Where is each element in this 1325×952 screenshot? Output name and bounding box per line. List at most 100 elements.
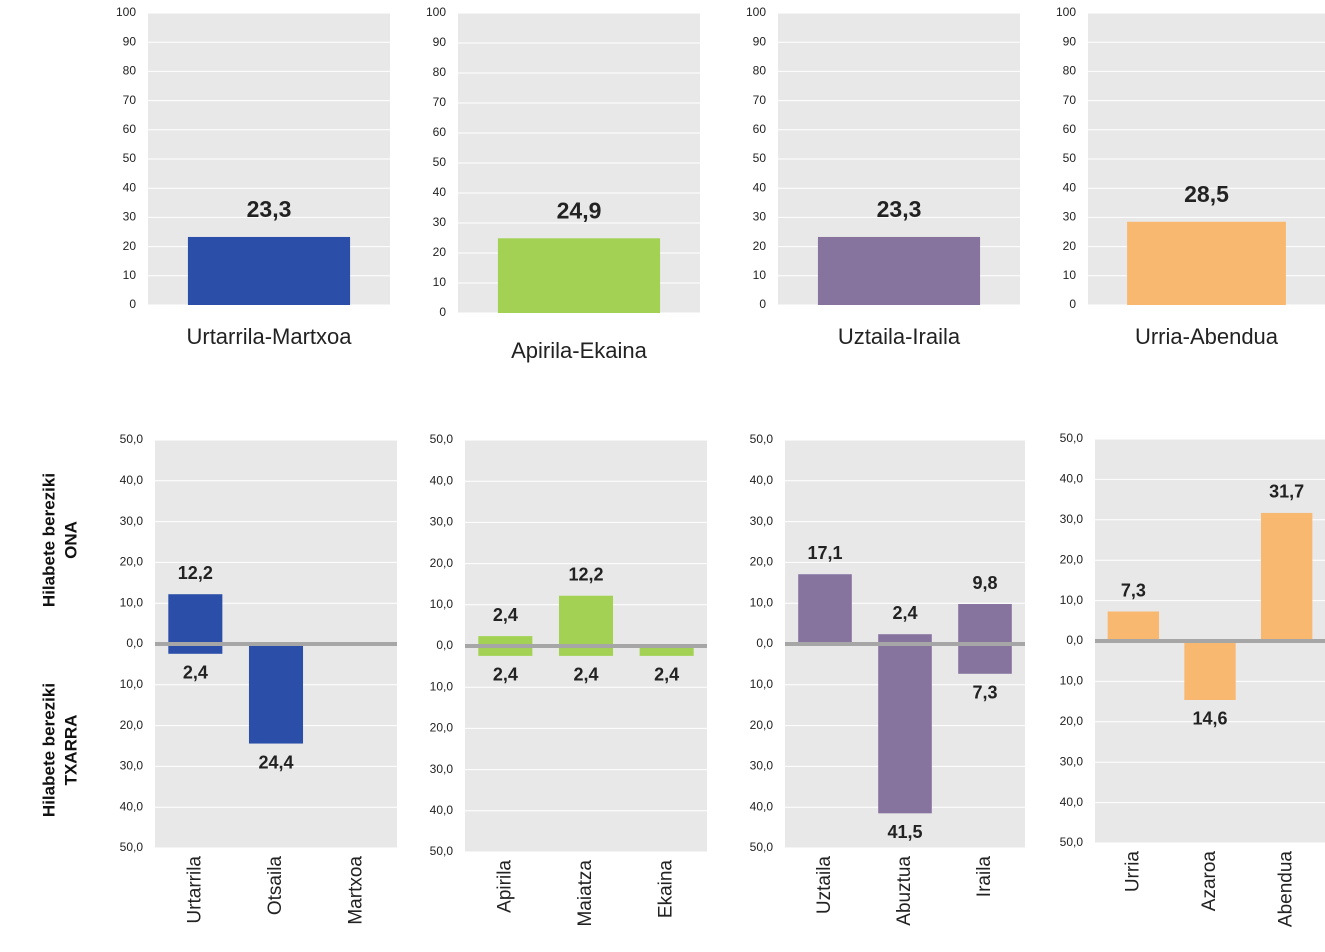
bar: [878, 634, 932, 644]
value-label: 23,3: [247, 196, 292, 222]
bar: [958, 644, 1012, 674]
y-tick-label: 30,0: [750, 759, 774, 773]
y-tick-label: 100: [746, 5, 766, 19]
y-tick-label: 70: [123, 93, 137, 107]
y-tick-label: 50: [1063, 151, 1077, 165]
value-label: 24,4: [258, 752, 293, 772]
y-tick-label: 10: [753, 268, 767, 282]
y-tick-label: 10: [123, 268, 137, 282]
bar: [187, 236, 351, 305]
y-tick-label: 20: [753, 239, 767, 253]
y-tick-label: 100: [1056, 5, 1076, 19]
y-tick-label: 70: [753, 93, 767, 107]
bar: [817, 236, 981, 305]
y-tick-label: 40: [433, 185, 447, 199]
x-tick-label: Martxoa: [346, 856, 367, 925]
y-tick-label: 20: [433, 245, 447, 259]
y-tick-label: 20,0: [750, 555, 774, 569]
bar: [798, 574, 852, 644]
side-label: Hilabete bereziki: [39, 683, 58, 817]
y-tick-label: 40,0: [1060, 472, 1084, 486]
y-tick-label: 30,0: [430, 515, 454, 529]
y-tick-label: 30,0: [1060, 754, 1084, 768]
y-tick-label: 40: [753, 180, 767, 194]
x-tick-label: Otsaila: [265, 856, 286, 916]
bar: [958, 604, 1012, 644]
y-tick-label: 50: [753, 151, 767, 165]
y-tick-label: 50: [123, 151, 137, 165]
value-label: 12,2: [568, 564, 603, 584]
bar: [168, 594, 223, 644]
y-tick-label: 60: [123, 122, 137, 136]
bar: [558, 595, 614, 646]
x-tick-label: Urtarrila: [184, 856, 205, 924]
y-tick-label: 40,0: [750, 799, 774, 813]
value-label: 9,8: [972, 573, 997, 593]
y-tick-label: 20,0: [430, 721, 454, 735]
x-tick-label: Uztaila: [814, 856, 835, 915]
y-tick-label: 50,0: [430, 432, 454, 446]
y-tick-label: 60: [753, 122, 767, 136]
y-tick-label: 50,0: [1060, 431, 1084, 445]
value-label: 2,4: [573, 665, 598, 685]
y-tick-label: 0: [759, 297, 766, 311]
value-label: 7,3: [972, 683, 997, 703]
value-label: 24,9: [557, 197, 602, 223]
y-tick-label: 50,0: [1060, 835, 1084, 849]
bar: [478, 636, 533, 646]
y-tick-label: 0,0: [126, 636, 143, 650]
y-tick-label: 50: [433, 155, 447, 169]
bar: [878, 644, 932, 814]
y-tick-label: 20,0: [120, 718, 144, 732]
x-tick-label: Uztaila-Iraila: [838, 324, 961, 349]
x-tick-label: Iraila: [974, 856, 995, 898]
y-tick-label: 50,0: [750, 840, 774, 854]
y-tick-label: 20: [1063, 239, 1077, 253]
y-tick-label: 10,0: [750, 677, 774, 691]
bar: [1184, 641, 1236, 700]
bar: [478, 646, 533, 656]
value-label: 28,5: [1184, 181, 1229, 207]
y-tick-label: 100: [116, 5, 136, 19]
y-tick-label: 70: [433, 95, 447, 109]
y-tick-label: 80: [1063, 64, 1077, 78]
x-tick-label: Abendua: [1276, 851, 1297, 928]
y-tick-label: 0,0: [756, 636, 773, 650]
y-tick-label: 40,0: [120, 799, 144, 813]
value-label: 2,4: [493, 605, 518, 625]
x-tick-label: Urria-Abendua: [1135, 324, 1279, 349]
y-tick-label: 10,0: [1060, 674, 1084, 688]
value-label: 23,3: [877, 196, 922, 222]
y-tick-label: 60: [433, 125, 447, 139]
x-tick-label: Ekaina: [656, 860, 677, 919]
y-tick-label: 90: [123, 34, 137, 48]
y-tick-label: 20,0: [430, 556, 454, 570]
y-tick-label: 30,0: [1060, 512, 1084, 526]
y-tick-label: 90: [753, 34, 767, 48]
y-tick-label: 30,0: [120, 514, 144, 528]
y-tick-label: 10,0: [120, 677, 144, 691]
y-tick-label: 10: [1063, 268, 1077, 282]
y-tick-label: 80: [753, 64, 767, 78]
y-tick-label: 70: [1063, 93, 1077, 107]
y-tick-label: 30,0: [750, 514, 774, 528]
y-tick-label: 80: [123, 64, 137, 78]
x-tick-label: Urtarrila-Martxoa: [186, 324, 352, 349]
x-tick-label: Maiatza: [575, 860, 596, 927]
y-tick-label: 50,0: [120, 432, 144, 446]
bar: [1127, 221, 1286, 305]
bar: [1107, 611, 1160, 641]
y-tick-label: 50,0: [430, 844, 454, 858]
y-tick-label: 30,0: [430, 762, 454, 776]
y-tick-label: 10: [433, 275, 447, 289]
y-tick-label: 60: [1063, 122, 1077, 136]
value-label: 41,5: [887, 822, 922, 842]
x-tick-label: Apirila-Ekaina: [511, 338, 647, 363]
bar: [1260, 512, 1313, 641]
y-tick-label: 30: [753, 210, 767, 224]
y-tick-label: 0: [129, 297, 136, 311]
y-tick-label: 40: [1063, 180, 1077, 194]
y-tick-label: 40,0: [430, 473, 454, 487]
y-tick-label: 0: [439, 305, 446, 319]
